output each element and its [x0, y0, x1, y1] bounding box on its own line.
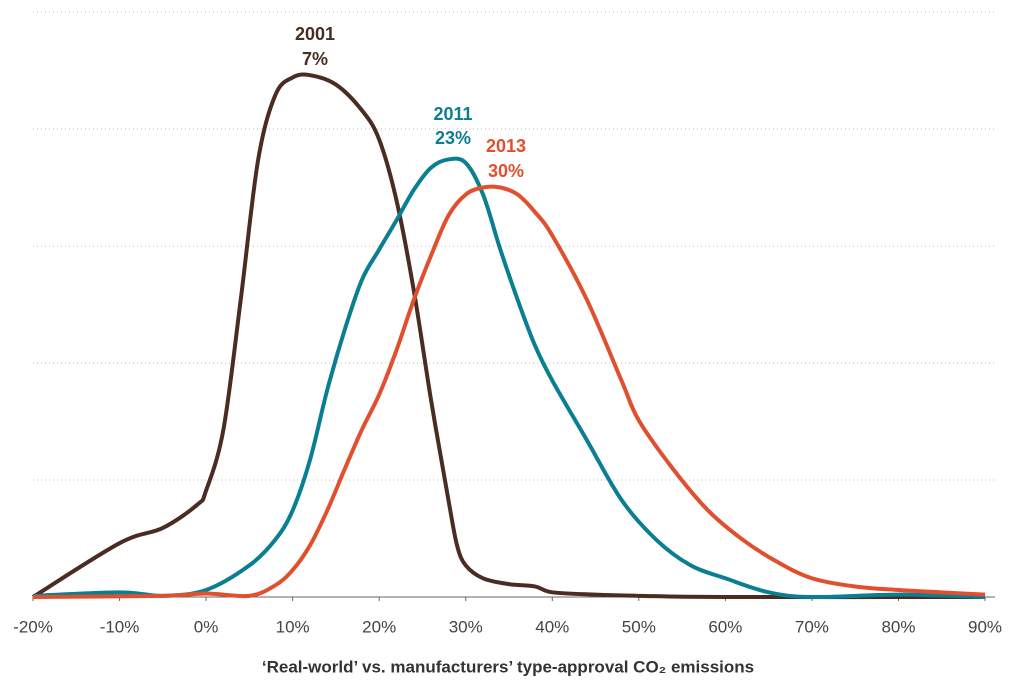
- x-tick-label: 20%: [362, 617, 396, 636]
- series-annotation: 23%: [435, 128, 471, 148]
- series-name: 2001: [295, 24, 335, 44]
- series-line: [32, 156, 986, 600]
- x-tick-label: 30%: [449, 617, 483, 636]
- series-line: [32, 184, 986, 599]
- x-tick-label: -10%: [100, 617, 140, 636]
- x-tick-label: 50%: [622, 617, 656, 636]
- series-name: 2013: [486, 136, 526, 156]
- x-tick-label: 0%: [194, 617, 219, 636]
- x-tick-label: 80%: [881, 617, 915, 636]
- series-line: [31, 72, 986, 600]
- x-tick-label: 40%: [535, 617, 569, 636]
- x-tick-label: 70%: [795, 617, 829, 636]
- x-axis-label: ‘Real-world’ vs. manufacturers’ type-app…: [262, 657, 754, 676]
- series-annotation: 7%: [302, 49, 328, 69]
- series-name: 2011: [433, 104, 472, 124]
- x-tick-label: 90%: [968, 617, 1002, 636]
- x-tick-label: 10%: [276, 617, 310, 636]
- x-tick-label: -20%: [13, 617, 53, 636]
- series-annotation: 30%: [488, 161, 524, 181]
- x-tick-label: 60%: [708, 617, 742, 636]
